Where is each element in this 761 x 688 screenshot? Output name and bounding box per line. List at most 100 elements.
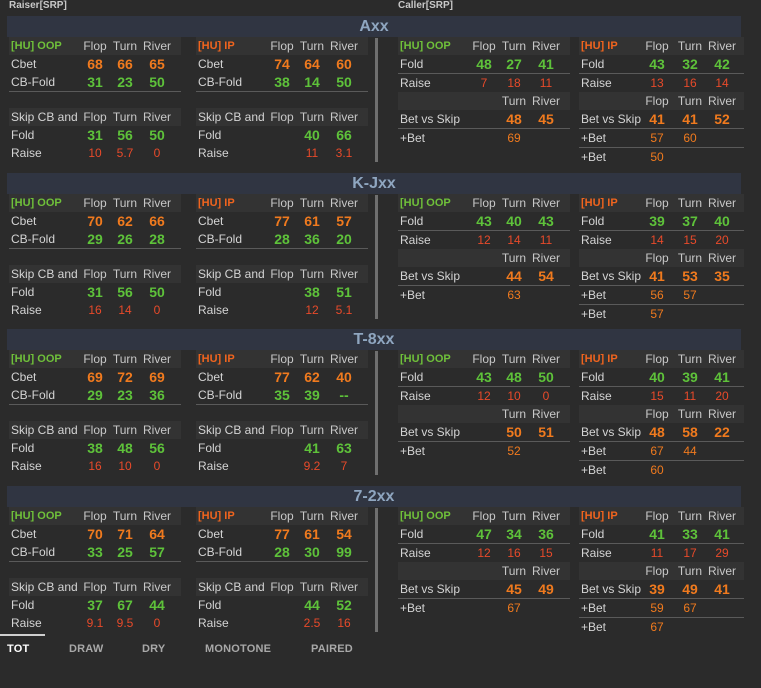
- cbet-row-value: 66: [149, 213, 165, 229]
- plus-bet-row-value: 67: [683, 601, 697, 615]
- tab-dry[interactable]: DRY: [142, 643, 166, 655]
- raise-row-value: 10: [507, 389, 521, 403]
- caller-oop-block: [HU] OOP Flop Turn River Fold 48 27 41 Raise 7 18 1…: [398, 37, 570, 147]
- raise-row-value: 12: [477, 233, 491, 247]
- col-turn: Turn: [677, 94, 703, 108]
- fold-row-value: 32: [682, 56, 698, 72]
- raiser-ip-header: [HU] IP Flop Turn River: [196, 194, 368, 212]
- plus-bet-row-label: +Bet: [581, 288, 607, 302]
- raise-row-value: 16: [88, 459, 102, 473]
- cbet-row-value: 40: [336, 369, 352, 385]
- tab-monotone[interactable]: MONOTONE: [205, 643, 272, 655]
- fold-row-value: 42: [714, 56, 730, 72]
- bet-vs-skip-row-label: Bet vs Skip: [581, 425, 642, 439]
- raise-row-value: 11: [539, 76, 553, 90]
- raise-row-value: 14: [118, 303, 132, 317]
- raiser-oop-block: [HU] OOP Flop Turn River Cbet 70 71 64 CB-Fold 33…: [9, 507, 181, 632]
- col-turn: Turn: [299, 110, 325, 124]
- plus-bet-row: +Bet 67 44: [579, 442, 744, 461]
- caller-oop-header: [HU] OOP Flop Turn River: [398, 194, 570, 212]
- col-river: River: [707, 39, 736, 53]
- caller-ip-header-label: [HU] IP: [581, 40, 618, 52]
- cbfold-row-label: CB-Fold: [11, 75, 56, 89]
- bet-vs-skip-row-value: 22: [714, 424, 730, 440]
- raise-row-value: 12: [477, 389, 491, 403]
- col-river: River: [707, 564, 736, 578]
- column-separator: [375, 195, 378, 319]
- cbet-row-label: Cbet: [11, 527, 37, 541]
- raise-row-label: Raise: [11, 616, 42, 630]
- cbet-row-value: 61: [304, 526, 320, 542]
- raise-row-value: 16: [683, 76, 697, 90]
- raise-row-label: Raise: [198, 303, 229, 317]
- fold-row-label: Fold: [198, 441, 222, 455]
- fold-row-value: 43: [476, 213, 492, 229]
- column-separator: [375, 38, 378, 162]
- raiser-ip-skip-header: Skip CB and Flop Turn River: [196, 265, 368, 283]
- col-river: River: [531, 251, 560, 265]
- bet-vs-skip-row-label: Bet vs Skip: [400, 425, 461, 439]
- cbfold-row-label: CB-Fold: [198, 75, 243, 89]
- raise-row-label: Raise: [400, 76, 431, 90]
- cbfold-row-label: CB-Fold: [198, 388, 243, 402]
- plus-bet-row-2: +Bet 50: [579, 148, 744, 166]
- cbfold-row-value: 33: [87, 544, 103, 560]
- raise-row-value: 9.1: [86, 616, 104, 630]
- cbet-row-value: 62: [304, 369, 320, 385]
- raiser-oop-header-label: [HU] OOP: [11, 40, 62, 52]
- raise-row: Raise 9.1 9.5 0: [9, 614, 181, 632]
- cbet-row-value: 70: [87, 213, 103, 229]
- raiser-ip-skip-header-label: Skip CB and: [198, 110, 265, 124]
- tab-draw[interactable]: DRAW: [69, 643, 104, 655]
- cbfold-row-value: 29: [87, 231, 103, 247]
- col-river: River: [142, 580, 171, 594]
- raiser-ip-block: [HU] IP Flop Turn River Cbet 77 62 40 CB-Fold 35 3…: [196, 350, 368, 475]
- fold-row-value: 50: [149, 127, 165, 143]
- fold-row-value: 63: [336, 440, 352, 456]
- cbet-row-value: 72: [117, 369, 133, 385]
- raiser-oop-skip-header: Skip CB and Flop Turn River: [9, 578, 181, 596]
- col-river: River: [142, 110, 171, 124]
- cbet-row-label: Cbet: [198, 214, 224, 228]
- col-turn: Turn: [501, 564, 527, 578]
- tab-paired[interactable]: PAIRED: [311, 643, 353, 655]
- fold-row-value: 43: [476, 369, 492, 385]
- raise-row-label: Raise: [581, 76, 612, 90]
- tab-tot[interactable]: TOT: [7, 643, 30, 655]
- col-turn: Turn: [677, 407, 703, 421]
- plus-bet-row: +Bet 67: [398, 599, 570, 617]
- col-flop: Flop: [270, 267, 294, 281]
- raise-row-value: 18: [507, 76, 521, 90]
- bet-vs-skip-row-value: 51: [538, 424, 554, 440]
- fold-row: Fold 31 56 50: [9, 126, 181, 144]
- cbfold-row-value: 14: [304, 74, 320, 90]
- fold-row-value: 38: [87, 440, 103, 456]
- bet-vs-skip-row-label: Bet vs Skip: [400, 112, 461, 126]
- cbfold-row-value: 57: [149, 544, 165, 560]
- bet-vs-skip-row: Bet vs Skip 41 53 35: [579, 267, 744, 286]
- column-separator: [375, 351, 378, 475]
- fold-row-label: Fold: [198, 285, 222, 299]
- raise-row-value: 0: [153, 459, 161, 473]
- cbfold-row: CB-Fold 29 23 36: [9, 386, 181, 405]
- col-river: River: [329, 352, 358, 366]
- caller-oop-header: [HU] OOP Flop Turn River: [398, 507, 570, 525]
- raise-row-value: 20: [715, 233, 729, 247]
- fold-row-value: 40: [714, 213, 730, 229]
- col-turn: Turn: [299, 580, 325, 594]
- cbet-row-label: Cbet: [198, 527, 224, 541]
- raiser-ip-skip-header-label: Skip CB and: [198, 267, 265, 281]
- cbet-row-value: 68: [87, 56, 103, 72]
- bet-vs-skip-row-value: 52: [714, 111, 730, 127]
- raise-row-label: Raise: [400, 233, 431, 247]
- raiser-ip-header-label: [HU] IP: [198, 197, 235, 209]
- raise-row-value: 16: [337, 616, 351, 630]
- cbet-row-value: 62: [117, 213, 133, 229]
- bet-vs-skip-row-value: 48: [506, 111, 522, 127]
- plus-bet-row-value: 67: [507, 601, 521, 615]
- raiser-ip-block: [HU] IP Flop Turn River Cbet 77 61 57 CB-Fold 28 3…: [196, 194, 368, 319]
- bet-vs-skip-row-value: 49: [682, 581, 698, 597]
- caller-oop-bet-header: Turn River: [398, 249, 570, 267]
- fold-row-label: Fold: [11, 598, 35, 612]
- cbfold-row-value: 23: [117, 74, 133, 90]
